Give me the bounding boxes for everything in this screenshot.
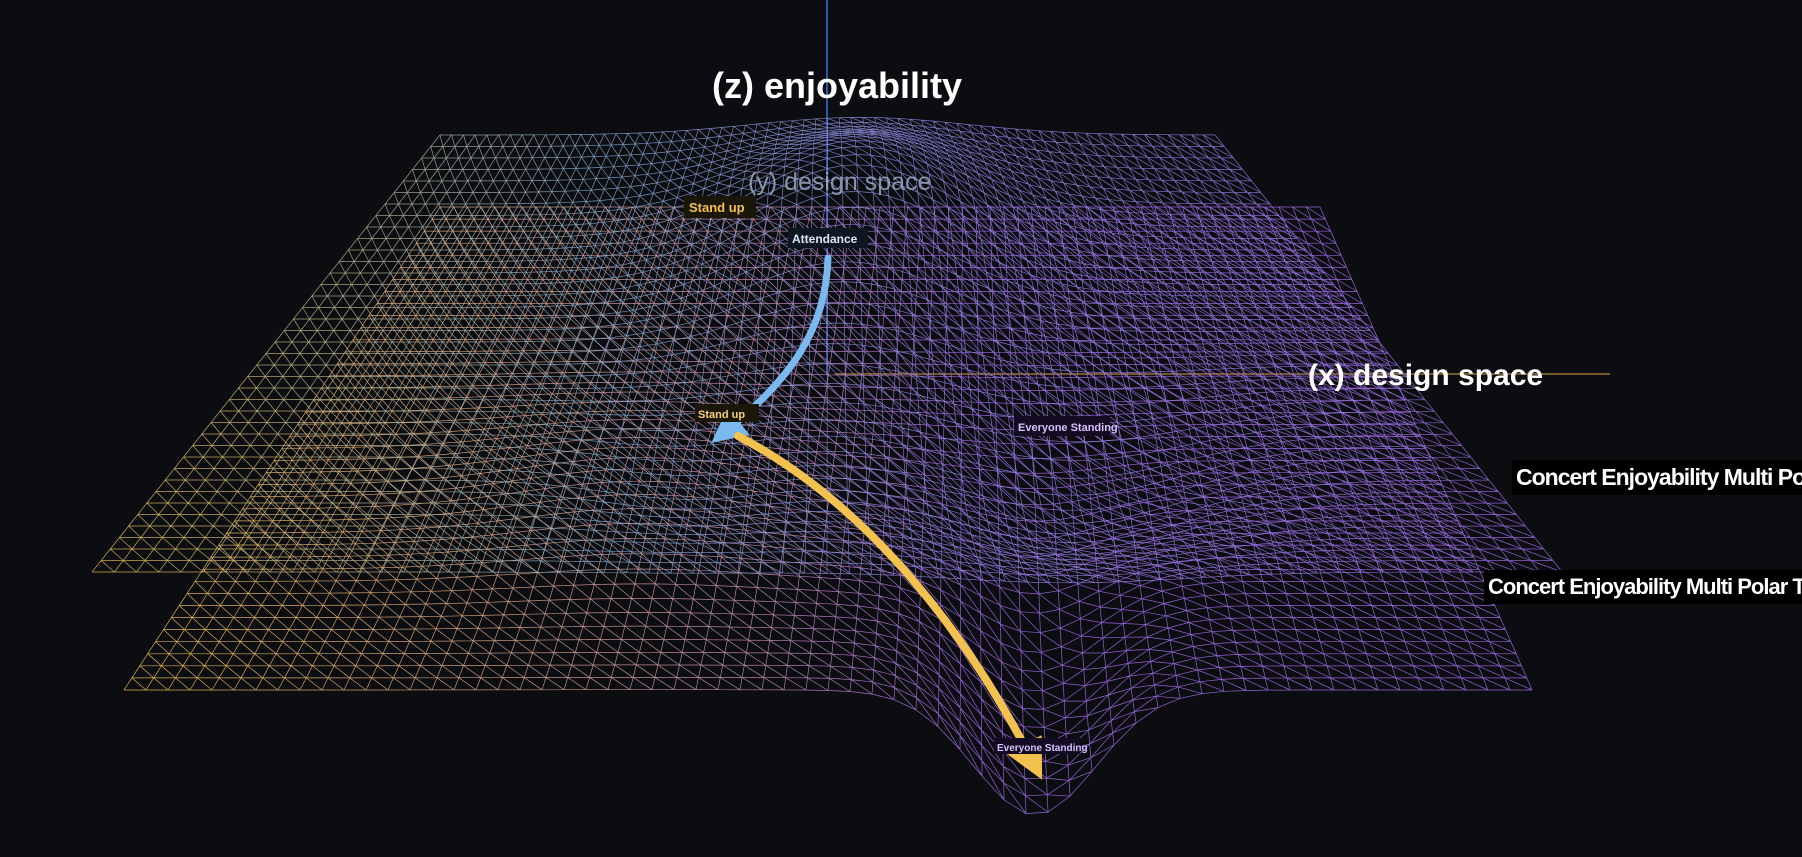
x-axis-title: (x) design space [1308, 359, 1543, 392]
everyone-standing-tag-upper: Everyone Standing [1014, 416, 1118, 436]
svg-text:Everyone Standing: Everyone Standing [997, 743, 1088, 754]
lower-mesh-lines [123, 206, 1533, 814]
svg-text:Attendance: Attendance [792, 232, 858, 246]
stand-up-tag-upper: Stand up [684, 196, 756, 218]
svg-text:Everyone Standing: Everyone Standing [1018, 422, 1118, 434]
caption-upper-surface: Concert Enjoyability Multi Polar Trap [1512, 460, 1802, 495]
svg-text:Stand up: Stand up [698, 409, 745, 421]
attendance-tag: Attendance [788, 228, 868, 248]
z-axis-title: (z) enjoyability [712, 65, 962, 106]
lower-surface-mesh [123, 206, 1533, 814]
lower-trajectory-arrow [734, 432, 1043, 780]
upper-mesh-lines [91, 117, 1563, 584]
everyone-standing-tag-lower: Everyone Standing [994, 738, 1088, 754]
svg-text:Stand up: Stand up [689, 200, 745, 215]
stand-up-tag-lower: Stand up [695, 404, 759, 422]
upper-surface-mesh [91, 117, 1563, 584]
caption-lower-surface: Concert Enjoyability Multi Polar Trap [1484, 570, 1802, 604]
y-axis-title: (y) design space [748, 168, 931, 196]
